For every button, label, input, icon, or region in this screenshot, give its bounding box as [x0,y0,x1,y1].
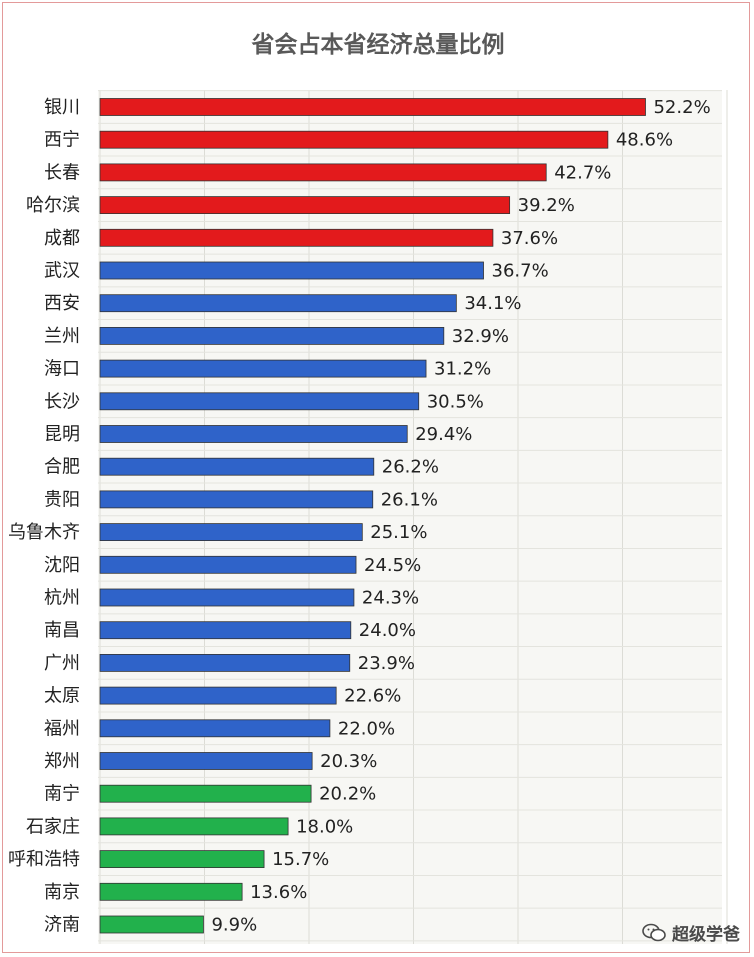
value-label: 25.1% [370,522,427,543]
bar [99,686,337,705]
category-label: 哈尔滨 [26,195,80,216]
grid [98,90,728,944]
value-label: 29.4% [415,424,472,445]
bar [99,850,265,868]
bar [99,523,363,541]
bar [99,326,445,345]
value-label: 24.0% [359,620,416,641]
bar [99,457,375,476]
value-label: 30.5% [427,391,484,412]
plot-area [98,90,722,944]
category-label: 石家庄 [26,816,80,837]
chart-title: 省会占本省经济总量比例 [251,31,505,58]
category-label: 兰州 [44,326,80,347]
value-label: 22.6% [344,686,401,707]
category-label: 合肥 [44,457,80,478]
bar [99,294,457,313]
value-label: 20.3% [320,751,377,772]
value-label: 48.6% [616,130,673,151]
bar [99,425,408,443]
value-label: 15.7% [272,849,329,870]
bar [99,784,312,803]
category-label: 呼和浩特 [8,849,80,870]
category-label: 西宁 [44,130,80,151]
category-label: 杭州 [44,588,80,609]
value-label: 18.0% [296,816,353,837]
category-label: 贵阳 [44,489,80,510]
category-label: 郑州 [44,751,80,772]
value-label: 42.7% [554,162,611,183]
value-label: 52.2% [653,97,710,118]
category-label: 长春 [44,162,80,183]
watermark-text: 超级学爸 [672,925,740,945]
category-label: 武汉 [44,261,80,282]
value-label: 23.9% [358,653,415,674]
bar [99,555,357,574]
category-label: 广州 [44,653,80,674]
value-label: 24.5% [364,555,421,576]
category-label: 福州 [44,718,80,739]
value-label: 24.3% [362,588,419,609]
category-label: 成都 [44,228,80,249]
bar [99,719,331,738]
value-label: 26.1% [381,489,438,510]
bar [99,261,484,280]
bar [99,882,243,901]
bar [99,490,374,509]
category-label: 海口 [44,359,80,380]
value-label: 34.1% [464,293,521,314]
value-label: 39.2% [518,195,575,216]
value-label: 26.2% [382,457,439,478]
category-label: 沈阳 [44,555,80,576]
value-label: 20.2% [319,784,376,805]
value-label: 32.9% [452,326,509,347]
bar [99,359,427,378]
bar [99,621,352,640]
category-label: 银川 [44,97,80,118]
category-label: 长沙 [44,391,80,412]
bar [99,228,494,247]
value-label: 31.2% [434,359,491,380]
category-label: 西安 [44,293,80,314]
bar [99,98,646,116]
bar [99,130,609,149]
value-label: 36.7% [492,261,549,282]
bar [99,392,420,411]
bars: 银川 52.2% 西宁 48.6% 长春 42.7% 哈尔滨 39.2% 成都 37.6% 武汉 36… [8,97,711,936]
category-label: 乌鲁木齐 [8,522,80,543]
value-label: 9.9% [211,915,257,936]
bar [99,163,547,182]
category-label: 太原 [44,686,80,707]
bar [99,915,204,934]
category-label: 南宁 [44,784,80,805]
bar [99,817,289,836]
bar [99,196,511,215]
category-label: 南昌 [44,620,80,641]
value-label: 22.0% [338,718,395,739]
category-label: 南京 [44,882,80,903]
watermark: 超级学爸 [642,920,740,945]
value-label: 37.6% [501,228,558,249]
bar [99,654,351,672]
bar [99,588,355,607]
category-label: 昆明 [44,424,80,445]
wechat-icon [642,923,666,943]
category-label: 济南 [44,915,80,936]
bar [99,752,313,770]
value-label: 13.6% [250,882,307,903]
